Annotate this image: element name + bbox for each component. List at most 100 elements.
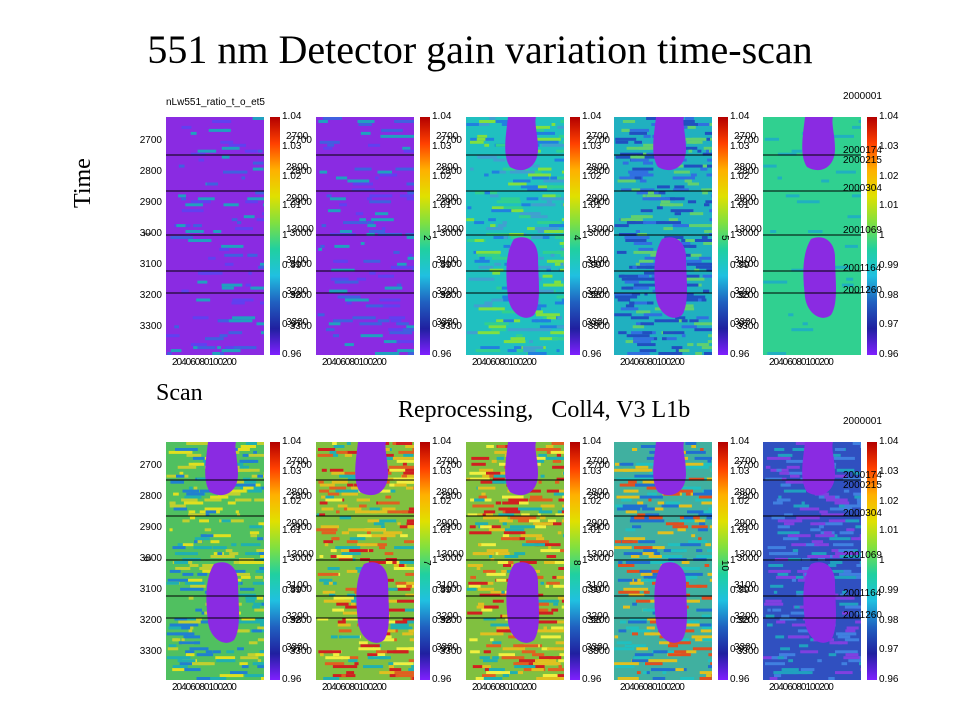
heatmap-cell [323, 540, 333, 544]
heatmap-cell [509, 233, 524, 236]
heatmap-cell [514, 665, 536, 669]
heatmap-cell [632, 632, 638, 636]
heatmap-cell [240, 575, 251, 579]
heatmap-cell [217, 492, 241, 496]
heatmap-cell [393, 567, 414, 570]
heatmap-cell [221, 244, 244, 248]
heatmap-cell [614, 313, 632, 317]
heatmap-cell [834, 501, 850, 505]
colorbar-tick-label: 0.98 [282, 614, 302, 626]
heatmap-cell [562, 140, 564, 144]
heatmap-cell [786, 480, 811, 484]
heatmap-cell [537, 137, 561, 141]
heatmap-cell [701, 236, 708, 239]
heatmap-cell [520, 185, 538, 189]
heatmap-cell [478, 543, 482, 547]
colorbar-tick-label: 1.01 [432, 525, 452, 537]
heatmap-cell [486, 445, 494, 448]
heatmap-cell [503, 531, 526, 535]
heatmap-cell [537, 140, 559, 144]
colorbar-tick-label: 0.96 [582, 674, 602, 685]
x-tick-label: 20406080100200 [620, 682, 685, 693]
heatmap-cell [484, 301, 493, 305]
heatmap-cell [227, 501, 236, 505]
heatmap-cell [679, 638, 689, 642]
heatmap-cell [380, 537, 387, 541]
heatmap-cell [619, 233, 637, 236]
heatmap-cell [839, 632, 857, 636]
heatmap-cell [332, 608, 345, 612]
heatmap-cell [675, 224, 688, 228]
heatmap-cell [542, 194, 556, 198]
heatmap-cell [701, 626, 712, 630]
heatmap-cell [491, 459, 497, 463]
heatmap-cell [633, 578, 638, 582]
heatmap-cell [479, 656, 490, 660]
heatmap-cell [329, 289, 348, 293]
heatmap-cell [333, 537, 340, 541]
heatmap-cell [708, 334, 712, 338]
heatmap-cell [706, 173, 712, 177]
heatmap-cell [777, 525, 790, 529]
colorbar-tick-label: 1 [879, 230, 885, 241]
heatmap-cell [633, 337, 654, 341]
heatmap-cell [801, 567, 815, 570]
heatmap-cell [195, 608, 202, 612]
heatmap-cell [769, 552, 794, 556]
heatmap-cell [480, 480, 504, 484]
heatmap-cell [469, 471, 488, 475]
heatmap-cell [335, 489, 359, 493]
heatmap-cell [397, 349, 414, 353]
heatmap-cell [547, 647, 564, 651]
heatmap-cell [538, 510, 553, 514]
heatmap-cell [335, 546, 361, 550]
heatmap-cell [489, 605, 499, 609]
heatmap-cell [858, 120, 861, 123]
heatmap-cell [562, 519, 564, 523]
heatmap-cell [507, 328, 532, 332]
invalid-region-upper [653, 442, 686, 496]
heatmap-cell [190, 200, 211, 204]
heatmap-cell [233, 346, 257, 350]
heatmap-cell [681, 572, 703, 576]
heatmap-cell [393, 662, 414, 666]
heatmap-cell [629, 617, 648, 621]
heatmap-cell [399, 525, 414, 529]
heatmap-cell [337, 504, 348, 508]
heatmap-cell [202, 564, 221, 567]
heatmap-cell [828, 569, 851, 573]
colorbar-tick-label: 1.02 [879, 495, 899, 507]
heatmap-cell [345, 298, 369, 302]
heatmap-cell [199, 620, 210, 624]
colorbar-tick-label: 1.02 [879, 170, 899, 182]
heatmap-cell [621, 274, 644, 278]
heatmap-cell [181, 197, 186, 201]
heatmap-cell [166, 632, 188, 636]
heatmap-cell [346, 671, 355, 675]
colorbar-tick-label: 1.04 [282, 436, 302, 447]
heatmap-cell [536, 575, 544, 579]
heatmap-cell [231, 543, 237, 547]
heatmap-cell [701, 501, 712, 505]
heatmap-cell [244, 674, 264, 678]
heatmap-cell [706, 516, 712, 520]
heatmap-cell [389, 674, 399, 678]
heatmap-cell [639, 519, 665, 523]
heatmap-cell [561, 277, 564, 281]
heatmap-cell [650, 561, 675, 564]
heatmap-cell [333, 319, 353, 323]
heatmap-cell [260, 558, 264, 561]
heatmap-cell [652, 581, 658, 585]
overlay-tick-label: 2900 [286, 518, 309, 529]
heatmap-cell [373, 489, 391, 493]
heatmap-cell [174, 561, 189, 564]
heatmap-cell [706, 674, 712, 678]
heatmap-cell [852, 471, 861, 475]
y-tick-label: 3200 [736, 615, 759, 626]
overlay-tick-label: 2800 [586, 162, 609, 173]
heatmap-cell [774, 674, 782, 678]
heatmap-cell [385, 495, 392, 499]
heatmap-cell [632, 325, 645, 329]
row-date-label: 2000215 [843, 480, 882, 491]
heatmap-cell [167, 578, 190, 582]
